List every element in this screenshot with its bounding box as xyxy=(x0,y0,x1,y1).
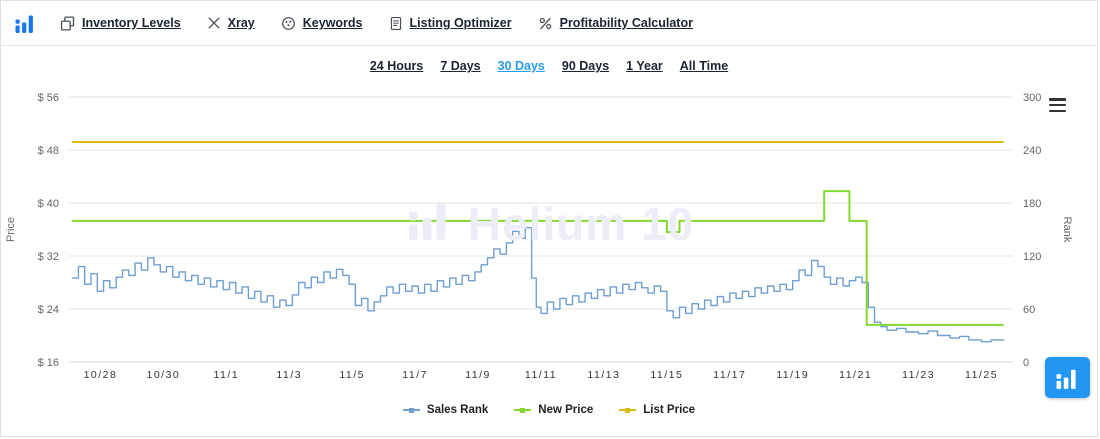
svg-text:180: 180 xyxy=(1023,198,1041,210)
svg-text:Price: Price xyxy=(5,217,17,242)
price-rank-chart[interactable]: $ 56 300 $ 48 240 $ 40 180 $ 32 120 $ 24 60 $ 16 0 1… xyxy=(1,82,1098,384)
svg-text:11/11: 11/11 xyxy=(525,369,557,381)
legend-label: List Price xyxy=(643,404,696,416)
svg-text:11/9: 11/9 xyxy=(465,369,491,381)
svg-text:11/3: 11/3 xyxy=(276,369,302,381)
svg-text:$ 48: $ 48 xyxy=(38,145,59,157)
svg-text:10/28: 10/28 xyxy=(84,369,118,381)
svg-text:$ 24: $ 24 xyxy=(38,304,59,316)
nav-item-profitability-calculator[interactable]: Profitability Calculator xyxy=(538,16,693,31)
profitability-calculator-icon xyxy=(538,16,553,31)
legend-label: New Price xyxy=(538,404,594,416)
nav-item-label: Xray xyxy=(227,16,255,30)
nav-item-listing-optimizer[interactable]: Listing Optimizer xyxy=(389,16,512,31)
legend-marker-icon xyxy=(619,407,637,413)
svg-text:11/21: 11/21 xyxy=(839,369,872,381)
svg-text:0: 0 xyxy=(1023,357,1029,369)
legend-item-sales-rank[interactable]: Sales Rank xyxy=(402,404,489,416)
time-range-all-time[interactable]: All Time xyxy=(679,59,729,73)
time-range-90-days[interactable]: 90 Days xyxy=(561,59,610,73)
nav-item-label: Inventory Levels xyxy=(82,16,181,30)
time-range-1-year[interactable]: 1 Year xyxy=(626,59,663,73)
svg-text:11/5: 11/5 xyxy=(339,369,365,381)
xray-icon xyxy=(207,16,221,30)
nav-item-label: Keywords xyxy=(302,16,363,30)
chart-legend: Sales Rank New Price List Price xyxy=(1,384,1097,416)
svg-text:60: 60 xyxy=(1023,304,1035,316)
inventory-levels-icon xyxy=(60,15,75,31)
legend-item-new-price[interactable]: New Price xyxy=(514,404,593,416)
svg-text:11/19: 11/19 xyxy=(776,369,809,381)
helium10-floating-button[interactable] xyxy=(1045,357,1090,398)
legend-item-list-price[interactable]: List Price xyxy=(619,404,695,416)
legend-label: Sales Rank xyxy=(426,404,489,416)
svg-text:300: 300 xyxy=(1023,92,1041,104)
series-sales-rank xyxy=(72,227,1005,343)
nav-item-label: Profitability Calculator xyxy=(559,16,693,30)
svg-text:$ 32: $ 32 xyxy=(38,251,59,263)
time-range-7-days[interactable]: 7 Days xyxy=(440,59,481,73)
svg-text:11/7: 11/7 xyxy=(402,369,428,381)
helium10-fab-logo-icon xyxy=(1056,369,1076,389)
svg-text:11/25: 11/25 xyxy=(965,369,998,381)
helium10-logo-icon[interactable] xyxy=(15,13,36,33)
svg-text:11/17: 11/17 xyxy=(713,369,746,381)
time-range-30-days[interactable]: 30 Days xyxy=(497,59,545,73)
legend-marker-icon xyxy=(514,407,532,413)
keywords-icon xyxy=(281,16,296,31)
svg-text:$ 40: $ 40 xyxy=(38,198,59,210)
top-nav: Inventory Levels Xray Keywords Listing Opti… xyxy=(1,1,1097,46)
svg-text:11/13: 11/13 xyxy=(587,369,620,381)
svg-text:Rank: Rank xyxy=(1061,217,1073,243)
svg-text:11/1: 11/1 xyxy=(213,369,239,381)
svg-text:10/30: 10/30 xyxy=(147,369,181,381)
nav-item-keywords[interactable]: Keywords xyxy=(281,16,363,31)
svg-text:11/15: 11/15 xyxy=(650,369,683,381)
svg-text:11/23: 11/23 xyxy=(902,369,935,381)
time-range-selector: 24 Hours 7 Days 30 Days 90 Days 1 Year All Ti… xyxy=(1,46,1097,82)
top-nav-items: Inventory Levels Xray Keywords Listing Opti… xyxy=(60,15,693,31)
svg-text:120: 120 xyxy=(1023,251,1041,263)
svg-text:$ 16: $ 16 xyxy=(38,357,59,369)
chart-area: $ 56 300 $ 48 240 $ 40 180 $ 32 120 $ 24 60 $ 16 0 1… xyxy=(1,82,1098,384)
nav-item-label: Listing Optimizer xyxy=(409,16,512,30)
time-range-24-hours[interactable]: 24 Hours xyxy=(369,59,424,73)
series-new-price xyxy=(72,190,1004,326)
chart-context-menu-icon[interactable] xyxy=(1049,98,1066,112)
nav-item-inventory-levels[interactable]: Inventory Levels xyxy=(60,15,181,31)
legend-marker-icon xyxy=(402,407,420,413)
svg-text:$ 56: $ 56 xyxy=(38,92,59,104)
svg-text:240: 240 xyxy=(1023,145,1041,157)
listing-optimizer-icon xyxy=(389,16,403,31)
nav-item-xray[interactable]: Xray xyxy=(207,16,255,30)
